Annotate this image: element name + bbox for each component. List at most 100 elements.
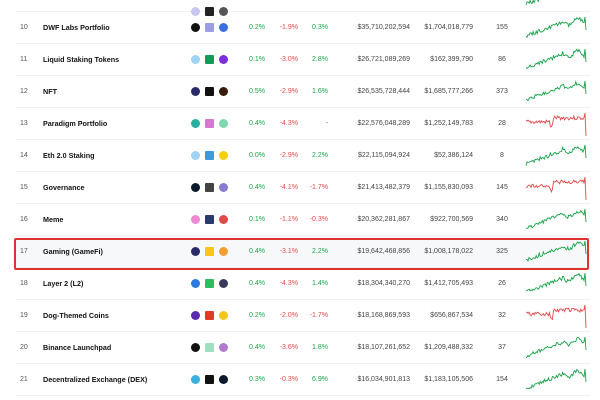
- market-cap: $22,115,094,924: [357, 152, 410, 159]
- rank: 21: [20, 376, 28, 383]
- rank: 19: [20, 312, 28, 319]
- table-row[interactable]: 15 Governance 0.4% -4.1% -1.7% $21,413,482,37…: [16, 172, 590, 204]
- coin-icon[interactable]: [205, 119, 214, 128]
- market-cap: $26,535,728,444: [357, 88, 410, 95]
- category-name[interactable]: Paradigm Portfolio: [43, 119, 108, 128]
- sparkline-chart: [525, 240, 587, 262]
- coin-icon[interactable]: [191, 151, 200, 160]
- sparkline-chart: [525, 368, 587, 390]
- table-row[interactable]: 14 Eth 2.0 Staking 0.0% -2.9% 2.2% $22,115,09…: [16, 140, 590, 172]
- sparkline-chart: [525, 112, 587, 137]
- coin-icon[interactable]: [191, 279, 200, 288]
- coin-icon[interactable]: [219, 215, 228, 224]
- change-1h: 0.1%: [249, 56, 265, 63]
- category-name[interactable]: Decentralized Exchange (DEX): [43, 375, 148, 384]
- coin-icon[interactable]: [205, 215, 214, 224]
- coin-icon[interactable]: [219, 311, 228, 320]
- coin-icon[interactable]: [219, 247, 228, 256]
- sparkline-chart: [525, 176, 587, 201]
- change-24h: -1.1%: [279, 216, 298, 223]
- coin-icon[interactable]: [191, 215, 200, 224]
- table-row[interactable]: 12 NFT 0.5% -2.9% 1.6% $26,535,728,444 $1,685,…: [16, 76, 590, 108]
- change-1h: 0.4%: [249, 344, 265, 351]
- category-name[interactable]: Dog-Themed Coins: [43, 311, 109, 320]
- coin-icon[interactable]: [191, 343, 200, 352]
- coin-icon[interactable]: [219, 151, 228, 160]
- category-name[interactable]: Gaming (GameFi): [43, 247, 103, 256]
- coin-icon[interactable]: [205, 23, 214, 32]
- table-row[interactable]: 16 Meme 0.1% -1.1% -0.3% $20,362,281,867 $922,…: [16, 204, 590, 236]
- coin-count: 28: [498, 120, 506, 127]
- table-row[interactable]: 21 Decentralized Exchange (DEX) 0.3% -0.3% 6…: [16, 364, 590, 396]
- category-name[interactable]: Binance Launchpad: [43, 343, 112, 352]
- coin-icon[interactable]: [205, 375, 214, 384]
- change-24h: -1.9%: [279, 24, 298, 31]
- coin-icon[interactable]: [219, 183, 228, 192]
- table-row[interactable]: 13 Paradigm Portfolio 0.4% -4.3% - $22,576,04…: [16, 108, 590, 140]
- table-row[interactable]: 17 Gaming (GameFi) 0.4% -3.1% 2.2% $19,642,46…: [16, 236, 590, 268]
- market-cap: $22,576,048,289: [357, 120, 410, 127]
- coin-icon[interactable]: [205, 151, 214, 160]
- coin-icon[interactable]: [205, 247, 214, 256]
- coin-icon[interactable]: [219, 23, 228, 32]
- market-cap: $19,642,468,856: [357, 248, 410, 255]
- change-7d: -1.7%: [309, 184, 328, 191]
- sparkline-line: [525, 368, 587, 390]
- coin-icon[interactable]: [219, 7, 228, 16]
- rank: 15: [20, 184, 28, 191]
- coin-icon[interactable]: [191, 311, 200, 320]
- change-7d: -: [325, 120, 328, 127]
- coin-icon[interactable]: [205, 311, 214, 320]
- category-name[interactable]: Meme: [43, 215, 64, 224]
- coin-icon[interactable]: [191, 119, 200, 128]
- coin-icon[interactable]: [205, 7, 214, 16]
- change-24h: -4.3%: [279, 280, 298, 287]
- coin-icon[interactable]: [219, 119, 228, 128]
- top-coins-icons: [191, 364, 228, 395]
- category-name[interactable]: Layer 2 (L2): [43, 279, 84, 288]
- coin-icon[interactable]: [219, 343, 228, 352]
- top-coins-icons: [191, 12, 228, 43]
- coin-icon[interactable]: [219, 375, 228, 384]
- category-name[interactable]: NFT: [43, 87, 57, 96]
- change-24h: -3.1%: [279, 248, 298, 255]
- volume-24h: $656,867,534: [430, 312, 473, 319]
- coin-icon[interactable]: [191, 7, 200, 16]
- coin-icon[interactable]: [191, 87, 200, 96]
- coin-icon[interactable]: [191, 247, 200, 256]
- top-coins-icons: [191, 44, 228, 75]
- coin-icon[interactable]: [219, 279, 228, 288]
- coin-icon[interactable]: [205, 343, 214, 352]
- coin-icon[interactable]: [191, 183, 200, 192]
- coin-icon[interactable]: [219, 55, 228, 64]
- table-row[interactable]: 10 DWF Labs Portfolio 0.2% -1.9% 0.3% $35,710…: [16, 12, 590, 44]
- market-cap: $21,413,482,379: [357, 184, 410, 191]
- table-row[interactable]: 18 Layer 2 (L2) 0.4% -4.3% 1.4% $18,304,340,2…: [16, 268, 590, 300]
- coin-icon[interactable]: [191, 23, 200, 32]
- volume-24h: $1,155,830,093: [424, 184, 473, 191]
- coin-icon[interactable]: [191, 375, 200, 384]
- top-coins-icons: [191, 332, 228, 363]
- category-name[interactable]: Eth 2.0 Staking: [43, 151, 95, 160]
- coin-icon[interactable]: [205, 87, 214, 96]
- table-row[interactable]: 20 Binance Launchpad 0.4% -3.6% 1.8% $18,107,…: [16, 332, 590, 364]
- sparkline-chart: [525, 272, 587, 292]
- coin-icon[interactable]: [191, 55, 200, 64]
- sparkline-chart: [525, 304, 587, 329]
- change-24h: -3.6%: [279, 344, 298, 351]
- coin-icon[interactable]: [205, 55, 214, 64]
- top-coins-icons: [191, 108, 228, 139]
- coin-icon[interactable]: [205, 279, 214, 288]
- volume-24h: $922,700,569: [430, 216, 473, 223]
- coin-icon[interactable]: [219, 87, 228, 96]
- change-7d: 0.3%: [312, 24, 328, 31]
- table-row[interactable]: 11 Liquid Staking Tokens 0.1% -3.0% 2.8% $26,…: [16, 44, 590, 76]
- market-cap: $16,034,901,813: [357, 376, 410, 383]
- table-row[interactable]: [16, 0, 590, 16]
- table-row[interactable]: 19 Dog-Themed Coins 0.2% -2.0% -1.7% $18,168,…: [16, 300, 590, 332]
- category-name[interactable]: DWF Labs Portfolio: [43, 23, 110, 32]
- change-24h: -4.3%: [279, 120, 298, 127]
- category-name[interactable]: Governance: [43, 183, 85, 192]
- coin-icon[interactable]: [205, 183, 214, 192]
- category-name[interactable]: Liquid Staking Tokens: [43, 55, 120, 64]
